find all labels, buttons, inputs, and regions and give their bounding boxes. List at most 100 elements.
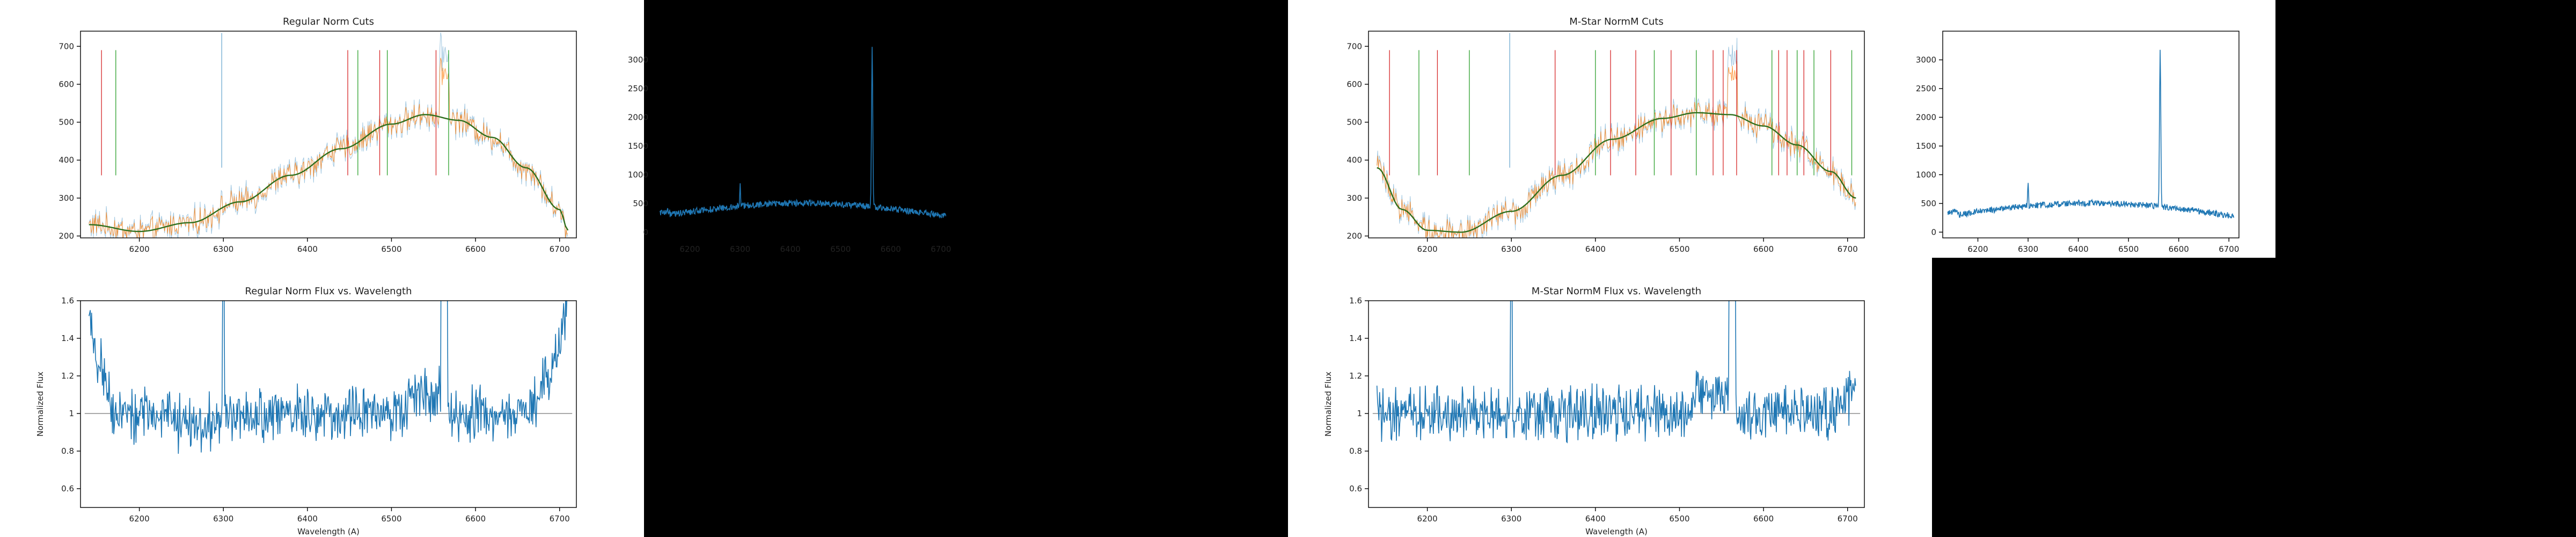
y-tick-label: 1.6 <box>1349 296 1362 306</box>
y-tick-label: 500 <box>633 199 648 208</box>
axes-frame <box>1368 31 1865 238</box>
y-tick-label: 1500 <box>1916 141 1936 151</box>
blank-area <box>644 258 1288 537</box>
x-tick-label: 6300 <box>213 514 233 524</box>
x-tick-label: 6300 <box>730 244 750 254</box>
x-tick-label: 6400 <box>297 244 318 254</box>
spectrum-line <box>1376 301 1856 444</box>
x-tick-label: 6500 <box>830 244 851 254</box>
y-tick-label: 1500 <box>628 141 648 151</box>
x-tick-label: 6300 <box>213 244 233 254</box>
x-tick-label: 6500 <box>381 244 401 254</box>
y-tick-label: 0.6 <box>61 484 74 494</box>
x-tick-label: 6600 <box>2169 244 2189 254</box>
plot-area <box>1372 301 1861 444</box>
y-tick-label: 1.6 <box>61 296 74 306</box>
y-tick-label: 1.4 <box>61 333 74 343</box>
y-tick-label: 700 <box>1346 41 1362 51</box>
y-tick-label: 500 <box>1921 199 1936 208</box>
y-tick-label: 1.2 <box>1349 371 1362 381</box>
x-tick-label: 6200 <box>1417 244 1438 254</box>
x-tick-label: 6500 <box>1669 514 1689 524</box>
masked-spectrum-line <box>89 57 568 238</box>
x-tick-label: 6700 <box>1838 514 1858 524</box>
y-tick-label: 600 <box>58 79 74 89</box>
reg-norm-chart: Regular Norm Flux vs. Wavelength Wavelen… <box>35 286 577 536</box>
spectrum-line <box>659 47 947 219</box>
y-tick-label: 3000 <box>628 55 648 64</box>
x-tick-label: 6700 <box>550 514 570 524</box>
y-tick-label: 1 <box>1357 409 1362 418</box>
x-tick-label: 6400 <box>1585 244 1606 254</box>
y-tick-label: 0.6 <box>1349 484 1362 494</box>
m-full-chart: 6200 6300 6400 6500 6600 6700 0 500 1000 1500 2000… <box>1916 31 2240 254</box>
spectrum-line <box>1947 49 2235 219</box>
x-tick-label: 6400 <box>2068 244 2089 254</box>
chart-title: M-Star NormM Cuts <box>1569 16 1663 27</box>
y-tick-label: 1 <box>69 409 74 418</box>
plot-area <box>1377 33 1856 238</box>
axes-frame <box>80 31 577 238</box>
x-tick-label: 6400 <box>780 244 801 254</box>
chart-title: M-Star NormM Flux vs. Wavelength <box>1532 286 1701 297</box>
x-tick-label: 6200 <box>679 244 700 254</box>
reg-full-chart: 6200 6300 6400 6500 6600 6700 0 500 1000 1500 2000… <box>628 31 952 254</box>
axes-frame <box>654 31 952 238</box>
reg-cuts-chart: Regular Norm Cuts 6200 6300 6400 6500 6600 67… <box>58 16 577 254</box>
fit-curve <box>89 114 569 233</box>
x-tick-label: 6600 <box>465 244 486 254</box>
y-tick-label: 600 <box>1346 79 1362 89</box>
x-tick-label: 6700 <box>931 244 951 254</box>
y-tick-label: 2500 <box>628 84 648 93</box>
x-axis-label: Wavelength (A) <box>1585 527 1648 536</box>
axes-frame <box>1942 31 2240 238</box>
y-tick-label: 200 <box>1346 231 1362 241</box>
x-tick-label: 6300 <box>2018 244 2038 254</box>
y-tick-label: 200 <box>58 231 74 241</box>
y-tick-label: 0 <box>643 227 648 237</box>
x-axis-label: Wavelength (A) <box>297 527 360 536</box>
y-tick-label: 500 <box>1346 118 1362 127</box>
y-tick-label: 500 <box>58 118 74 127</box>
plot-area <box>84 301 573 454</box>
x-tick-label: 6500 <box>1669 244 1689 254</box>
x-tick-label: 6700 <box>1838 244 1858 254</box>
x-tick-label: 6200 <box>1417 514 1438 524</box>
x-tick-label: 6200 <box>1967 244 1988 254</box>
y-axis-label: Normalized Flux <box>35 372 45 437</box>
y-axis-label: Normalized Flux <box>1323 372 1333 437</box>
plot-area <box>659 47 947 219</box>
x-tick-label: 6500 <box>381 514 401 524</box>
y-tick-label: 2500 <box>1916 84 1936 93</box>
x-tick-label: 6300 <box>1501 244 1521 254</box>
spectrum-line <box>88 301 567 454</box>
reg-cuts-panel <box>0 0 644 258</box>
x-tick-label: 6500 <box>2118 244 2139 254</box>
y-tick-label: 1.2 <box>61 371 74 381</box>
y-tick-label: 400 <box>1346 155 1362 165</box>
plot-area <box>89 32 569 238</box>
x-tick-label: 6300 <box>1501 514 1521 524</box>
y-tick-label: 2000 <box>628 112 648 122</box>
x-tick-label: 6200 <box>129 244 150 254</box>
x-tick-label: 6600 <box>1753 244 1774 254</box>
masked-spectrum-line <box>1377 61 1856 238</box>
m-norm-chart: M-Star NormM Flux vs. Wavelength Wavelen… <box>1323 286 1865 536</box>
x-tick-label: 6400 <box>1585 514 1606 524</box>
axes-frame <box>1368 300 1865 508</box>
fit-curve <box>1377 112 1856 233</box>
x-tick-label: 6700 <box>2219 244 2239 254</box>
x-tick-label: 6700 <box>550 244 570 254</box>
y-tick-label: 1000 <box>1916 170 1936 179</box>
y-tick-label: 300 <box>1346 193 1362 203</box>
y-tick-label: 2000 <box>1916 112 1936 122</box>
blank-area <box>1932 258 2275 537</box>
y-tick-label: 0 <box>1931 227 1936 237</box>
axes-frame <box>80 300 577 508</box>
y-tick-label: 0.8 <box>1349 446 1362 456</box>
y-tick-label: 400 <box>58 155 74 165</box>
x-tick-label: 6600 <box>881 244 901 254</box>
chart-title: Regular Norm Flux vs. Wavelength <box>245 286 412 297</box>
spectrum-line <box>1377 38 1856 238</box>
